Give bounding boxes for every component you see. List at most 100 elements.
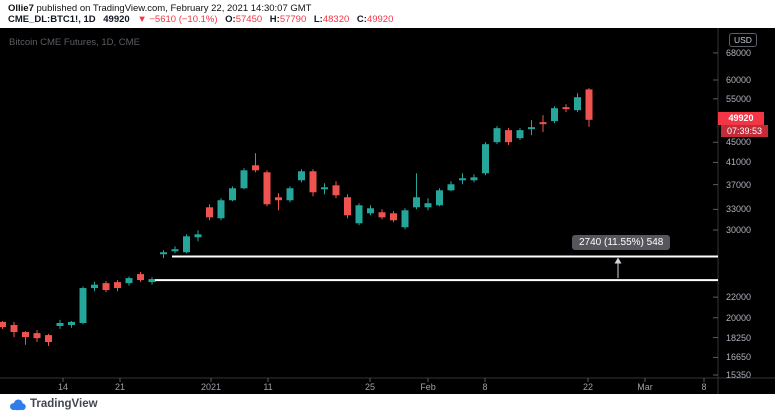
candle-body: [390, 213, 397, 221]
price-range-tool-label[interactable]: 2740 (11.55%) 548: [572, 235, 671, 250]
time-axis-label: Feb: [420, 382, 436, 392]
candle-body: [344, 197, 351, 216]
price-axis-label: 16650: [726, 352, 752, 363]
candle-body: [22, 332, 29, 338]
candle-body: [102, 283, 110, 291]
symbol-status-line: CME_DL:BTC1!, 1D 49920 ▼ −5610 (−10.1%) …: [8, 14, 393, 25]
snapshot-header: Ollie7 published on TradingView.com, Feb…: [0, 0, 775, 28]
candle-body: [447, 184, 455, 191]
chart-title: Bitcoin CME Futures, 1D, CME: [9, 37, 140, 48]
time-axis-label: 8: [482, 382, 488, 392]
candle-body: [68, 321, 75, 326]
price-change: −5610 (−10.1%): [149, 14, 218, 25]
time-axis-label: 11: [263, 382, 273, 392]
close-label: C:: [356, 14, 367, 25]
candle-body: [229, 188, 236, 201]
price-axis-label: 15350: [726, 370, 752, 380]
price-axis-label: 41000: [726, 157, 752, 168]
candle-body: [0, 321, 6, 328]
candle-body: [574, 97, 581, 111]
open-value: 57450: [235, 14, 263, 25]
high-value: 57790: [279, 14, 307, 25]
candle-body: [436, 190, 443, 206]
candle-body: [114, 282, 121, 289]
candle-body: [321, 187, 328, 190]
candle-body: [413, 197, 420, 208]
last-price-badge: 49920: [718, 112, 764, 125]
candle-body: [33, 333, 41, 339]
chart-canvas[interactable]: [0, 28, 775, 394]
tradingview-cloud-icon[interactable]: [8, 397, 27, 413]
time-axis-label: Mar: [637, 382, 653, 392]
candle-body: [482, 144, 489, 174]
candle-body: [263, 172, 271, 205]
candle-body: [137, 274, 144, 281]
high-label: H:: [269, 14, 280, 25]
candle-body: [528, 127, 535, 130]
price-axis-label: 18250: [726, 332, 752, 343]
price-axis-label: 45000: [726, 137, 752, 148]
price-axis-label: 30000: [726, 224, 752, 235]
time-axis[interactable]: 14 21 2021 11 25 Feb 8 22 Mar 8: [0, 378, 775, 394]
price-axis-label: 55000: [726, 93, 752, 104]
candle-body: [56, 322, 64, 327]
candle-body: [585, 89, 593, 120]
candle-body: [459, 178, 466, 181]
candle-body: [79, 288, 87, 323]
open-label: O:: [225, 14, 236, 25]
price-axis-label: 68000: [726, 47, 752, 58]
time-axis-label: 25: [364, 382, 376, 392]
candle-body: [551, 108, 558, 122]
candle-body: [355, 205, 363, 224]
author-name: Ollie7: [8, 3, 34, 14]
candle-body: [562, 107, 570, 110]
price-axis-label: 33000: [726, 204, 752, 215]
price-axis-label: 20000: [726, 312, 752, 323]
candle-body: [367, 208, 374, 214]
candle-body: [516, 130, 524, 139]
price-axis[interactable]: 68000 60000 55000 45000 41000 37000 33000 30000…: [718, 28, 775, 394]
candle-body: [217, 200, 225, 219]
candle-body: [10, 325, 18, 333]
candle-body: [309, 171, 317, 193]
candle-body: [539, 122, 547, 125]
chart-area[interactable]: Bitcoin CME Futures, 1D, CME USD 68000 60…: [0, 28, 775, 394]
low-value: 48320: [322, 14, 350, 25]
published-byline: Ollie7 published on TradingView.com, Feb…: [8, 3, 311, 14]
byline-text: published on TradingView.com, February 2…: [33, 3, 312, 14]
candle-body: [493, 128, 501, 143]
price-axis-label: 22000: [726, 292, 752, 303]
symbol-name: CME_DL:BTC1!, 1D: [8, 14, 96, 25]
candle-body: [378, 212, 386, 218]
time-axis-label: 22: [582, 382, 594, 392]
price-axis-label: 37000: [726, 179, 752, 190]
candle-body: [125, 278, 133, 284]
time-axis-label: 14: [57, 382, 69, 392]
candle-body: [160, 252, 167, 255]
candle-body: [470, 177, 478, 181]
bar-countdown: 07:39:53: [721, 125, 768, 137]
candle-body: [424, 203, 432, 208]
candle-body: [401, 210, 409, 228]
close-value: 49920: [366, 14, 394, 25]
candle-body: [240, 170, 248, 189]
candle-body: [206, 207, 213, 218]
candle-body: [286, 188, 294, 201]
candle-body: [194, 234, 202, 238]
tradingview-brand[interactable]: TradingView: [30, 398, 98, 410]
candle-body: [148, 279, 156, 283]
candle-body: [298, 171, 305, 181]
candle-body: [505, 130, 512, 143]
time-axis-label: 21: [114, 382, 126, 392]
triangle-down-icon: ▼: [137, 14, 147, 25]
price-axis-label: 60000: [726, 75, 752, 85]
currency-badge: USD: [729, 33, 757, 47]
time-axis-label: 8: [701, 382, 707, 392]
candle-body: [252, 165, 259, 171]
low-label: L:: [313, 14, 323, 25]
candle-body: [332, 185, 340, 196]
candle-body: [45, 335, 52, 342]
range-arrow-head: [614, 257, 622, 264]
candle-body: [183, 236, 190, 253]
